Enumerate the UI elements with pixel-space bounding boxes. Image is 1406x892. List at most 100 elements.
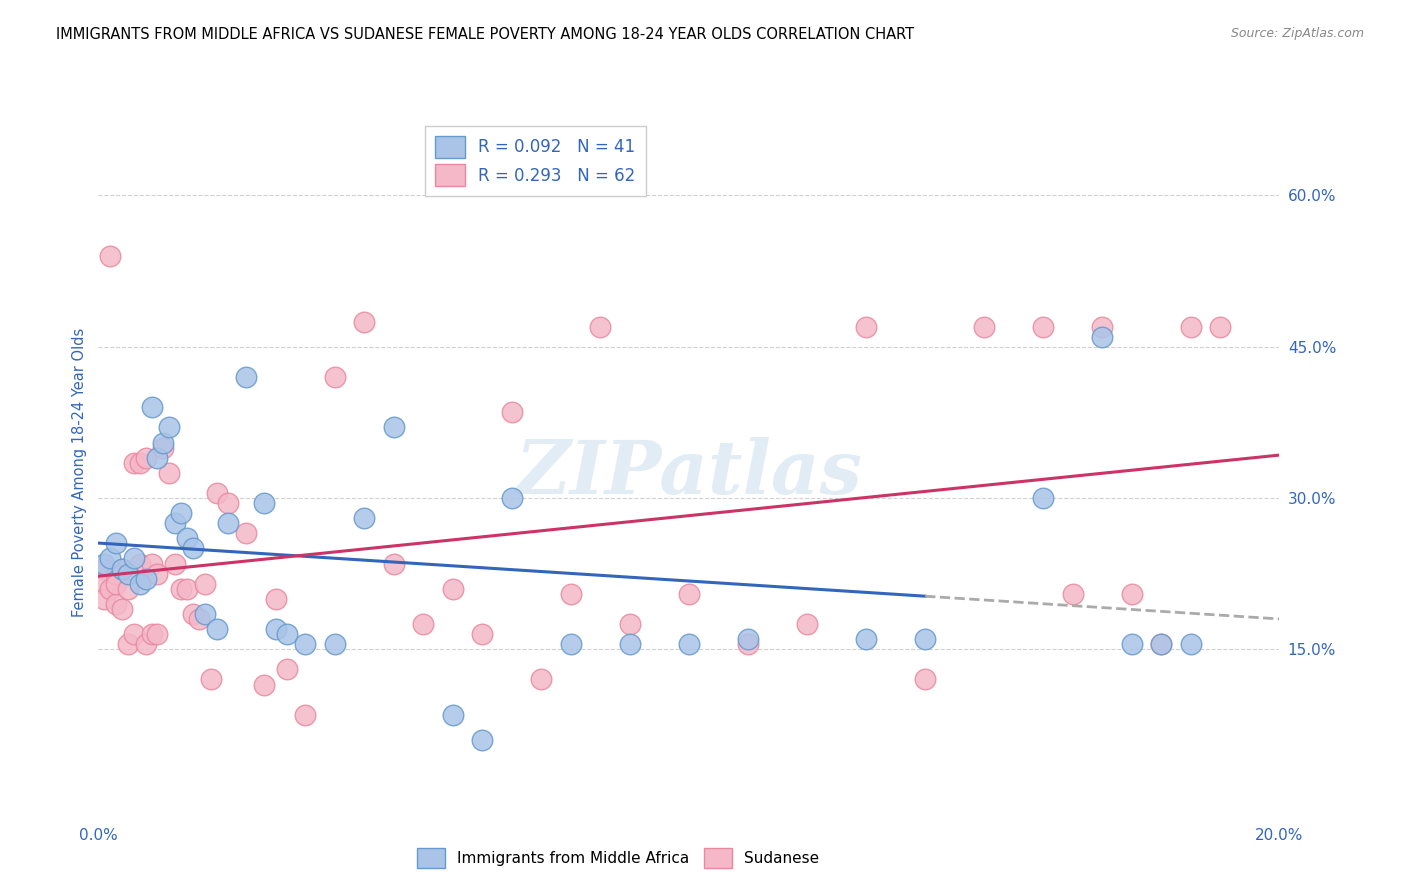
Point <box>165 557 187 571</box>
Point <box>382 420 405 434</box>
Point <box>1180 637 1202 651</box>
Point <box>105 536 128 550</box>
Point <box>111 561 134 575</box>
Point <box>276 627 298 641</box>
Point <box>181 541 204 556</box>
Point <box>1180 319 1202 334</box>
Point <box>152 435 174 450</box>
Point <box>1032 491 1054 505</box>
Point <box>253 496 276 510</box>
Point <box>855 319 877 334</box>
Point <box>111 602 134 616</box>
Point <box>471 733 494 747</box>
Point <box>353 314 375 328</box>
Point <box>93 557 115 571</box>
Point <box>98 249 121 263</box>
Text: Source: ZipAtlas.com: Source: ZipAtlas.com <box>1230 27 1364 40</box>
Point <box>589 319 612 334</box>
Point <box>619 617 641 632</box>
Point <box>501 405 523 419</box>
Text: IMMIGRANTS FROM MIDDLE AFRICA VS SUDANESE FEMALE POVERTY AMONG 18-24 YEAR OLDS C: IMMIGRANTS FROM MIDDLE AFRICA VS SUDANES… <box>56 27 914 42</box>
Point <box>412 617 434 632</box>
Point <box>93 576 115 591</box>
Point <box>1032 319 1054 334</box>
Point <box>200 673 222 687</box>
Point <box>141 627 163 641</box>
Point <box>205 486 228 500</box>
Point <box>382 557 405 571</box>
Point <box>441 582 464 596</box>
Point <box>135 450 157 465</box>
Text: ZIPatlas: ZIPatlas <box>516 436 862 509</box>
Y-axis label: Female Poverty Among 18-24 Year Olds: Female Poverty Among 18-24 Year Olds <box>72 328 87 617</box>
Point <box>560 587 582 601</box>
Point <box>235 370 257 384</box>
Point <box>122 456 145 470</box>
Point <box>176 531 198 545</box>
Point <box>105 576 128 591</box>
Point <box>276 662 298 676</box>
Point <box>194 576 217 591</box>
Point <box>111 561 134 575</box>
Point <box>117 637 139 651</box>
Point <box>146 566 169 581</box>
Point <box>1150 637 1173 651</box>
Point <box>152 441 174 455</box>
Point <box>1209 319 1232 334</box>
Point <box>157 420 180 434</box>
Point <box>170 506 193 520</box>
Legend: Immigrants from Middle Africa, Sudanese: Immigrants from Middle Africa, Sudanese <box>409 840 827 876</box>
Point <box>560 637 582 651</box>
Point <box>181 607 204 621</box>
Point <box>796 617 818 632</box>
Point <box>146 627 169 641</box>
Point <box>471 627 494 641</box>
Point <box>1150 637 1173 651</box>
Point <box>194 607 217 621</box>
Point <box>441 707 464 722</box>
Point <box>98 551 121 566</box>
Point <box>141 557 163 571</box>
Point <box>1121 587 1143 601</box>
Point <box>165 516 187 531</box>
Point <box>187 612 209 626</box>
Point <box>141 401 163 415</box>
Point <box>294 637 316 651</box>
Point <box>122 627 145 641</box>
Point <box>323 370 346 384</box>
Point <box>235 526 257 541</box>
Point <box>678 637 700 651</box>
Point <box>217 516 239 531</box>
Point <box>323 637 346 651</box>
Point <box>122 551 145 566</box>
Point <box>678 587 700 601</box>
Point <box>128 557 150 571</box>
Point <box>914 632 936 647</box>
Point <box>157 466 180 480</box>
Point <box>98 582 121 596</box>
Point <box>264 622 287 636</box>
Point <box>135 572 157 586</box>
Point <box>117 582 139 596</box>
Point <box>93 591 115 606</box>
Point <box>855 632 877 647</box>
Point <box>146 450 169 465</box>
Point <box>973 319 995 334</box>
Point <box>1121 637 1143 651</box>
Point <box>1091 329 1114 343</box>
Point <box>294 707 316 722</box>
Point <box>253 677 276 691</box>
Point <box>105 597 128 611</box>
Point <box>501 491 523 505</box>
Point <box>205 622 228 636</box>
Point <box>176 582 198 596</box>
Point <box>170 582 193 596</box>
Point <box>1091 319 1114 334</box>
Point <box>135 637 157 651</box>
Point <box>105 566 128 581</box>
Point <box>128 576 150 591</box>
Point <box>128 456 150 470</box>
Point <box>217 496 239 510</box>
Point <box>353 511 375 525</box>
Point <box>737 637 759 651</box>
